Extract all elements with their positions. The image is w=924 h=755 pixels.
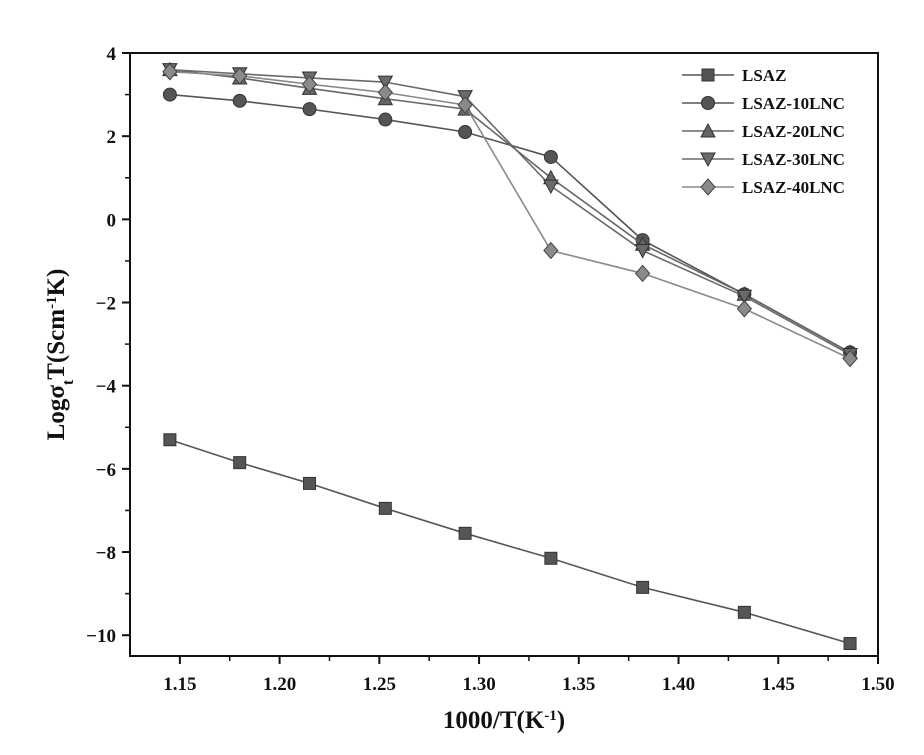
series-LSAZ — [163, 433, 857, 651]
legend-label: LSAZ — [742, 66, 786, 85]
data-point — [378, 501, 392, 515]
y-tick-label: −10 — [86, 626, 116, 647]
x-tick-label: 1.25 — [363, 674, 396, 695]
data-point — [843, 637, 857, 651]
plot-frame — [129, 52, 879, 657]
series-line — [169, 70, 851, 360]
x-tick-label: 1.35 — [562, 674, 595, 695]
data-point — [457, 96, 473, 114]
y-axis-title: LogσtT(Scm-1K) — [43, 269, 77, 441]
x-tick-label: 1.30 — [462, 674, 495, 695]
data-point — [737, 605, 751, 619]
data-point — [301, 75, 318, 93]
x-axis-title: 1000/T(K-1) — [443, 707, 565, 734]
y-tick-label: −2 — [96, 294, 116, 315]
x-tick-label: 1.15 — [163, 674, 196, 695]
data-point — [458, 125, 473, 140]
legend-marker — [701, 96, 715, 110]
legend-entry: LSAZ-40LNC — [682, 178, 845, 197]
y-tick-label: −4 — [96, 377, 117, 398]
series-layer — [162, 61, 858, 651]
data-point — [377, 83, 393, 102]
y-tick-label: 4 — [107, 44, 117, 65]
data-point — [543, 149, 558, 164]
series-LSAZ-40LNC — [162, 62, 858, 368]
data-point — [232, 93, 247, 108]
legend-marker — [700, 152, 716, 168]
legend-entry: LSAZ-10LNC — [682, 94, 845, 113]
data-point — [163, 433, 177, 447]
data-point — [736, 289, 753, 305]
data-point — [378, 112, 393, 127]
data-point — [162, 62, 178, 81]
data-point — [543, 179, 559, 195]
data-point — [842, 349, 858, 368]
legend-entry: LSAZ — [682, 66, 786, 85]
data-point — [458, 526, 472, 540]
data-point — [543, 241, 559, 260]
data-point — [634, 244, 651, 259]
legend-marker — [701, 68, 715, 82]
legend-marker — [700, 122, 716, 138]
legend-marker — [700, 178, 716, 196]
legend-label: LSAZ-10LNC — [742, 94, 845, 113]
x-tick-label: 1.50 — [861, 674, 894, 695]
data-point — [634, 264, 651, 283]
data-point — [636, 580, 650, 594]
x-tick-label: 1.45 — [762, 674, 795, 695]
data-point — [162, 87, 177, 102]
y-tick-label: −6 — [96, 460, 116, 481]
legend-label: LSAZ-30LNC — [742, 150, 845, 169]
y-tick-label: 2 — [107, 127, 117, 148]
data-point — [736, 299, 753, 318]
legend: LSAZ LSAZ-10LNC LSAZ-20LNC LSAZ-30LNC LSAZ-4… — [682, 66, 845, 197]
y-tick-label: −8 — [96, 543, 116, 564]
x-tick-label: 1.40 — [662, 674, 695, 695]
data-point — [233, 456, 247, 470]
data-point — [303, 476, 317, 490]
legend-entry: LSAZ-30LNC — [682, 150, 845, 169]
data-point — [302, 102, 317, 117]
legend-label: LSAZ-40LNC — [742, 178, 845, 197]
data-point — [544, 551, 558, 565]
x-tick-label: 1.20 — [263, 674, 296, 695]
legend-label: LSAZ-20LNC — [742, 122, 845, 141]
tick-layer: 1.15 1.20 1.25 1.30 1.35 1.40 1.45 1.50 4 2 0 −2 −4 −… — [86, 44, 894, 695]
y-tick-label: 0 — [107, 210, 117, 231]
data-point — [232, 67, 248, 85]
legend-entry: LSAZ-20LNC — [682, 122, 845, 141]
data-point — [377, 75, 394, 91]
